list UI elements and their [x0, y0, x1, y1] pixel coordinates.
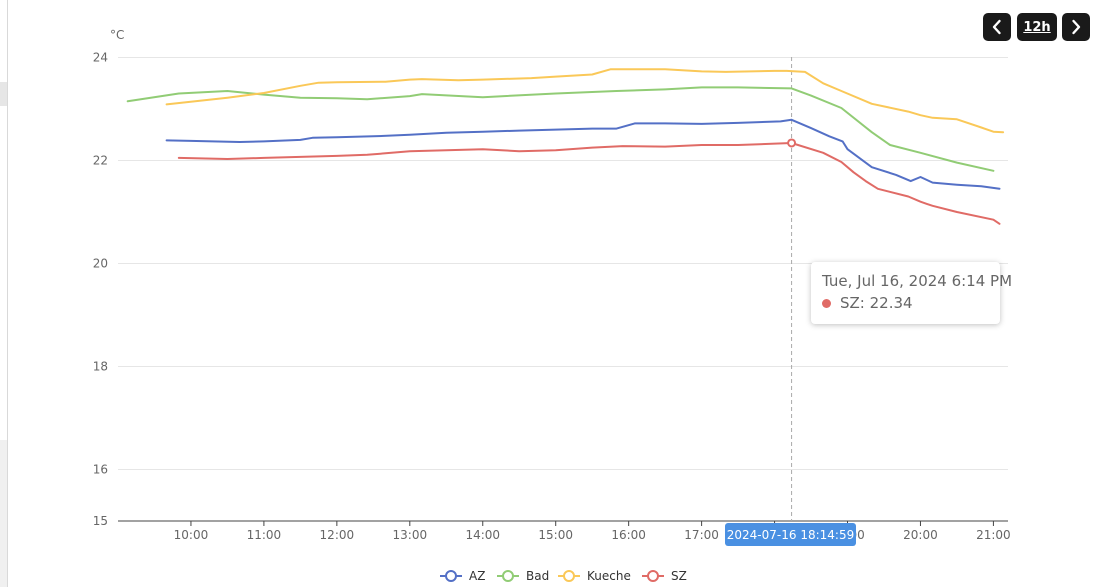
x-tick-label: 14:00	[465, 528, 500, 542]
tooltip-title: Tue, Jul 16, 2024 6:14 PM	[822, 272, 1013, 290]
y-tick-label: 20	[93, 257, 108, 271]
y-tick-label: 22	[93, 154, 108, 168]
x-tick-label: 17:00	[684, 528, 719, 542]
series-line-sz[interactable]	[177, 142, 1001, 225]
legend-symbol-marker[interactable]	[502, 570, 514, 582]
side-panel-edge	[0, 0, 8, 82]
chevron-right-icon	[1072, 19, 1081, 35]
x-tick-label: 20:00	[903, 528, 938, 542]
side-panel-edge	[0, 106, 8, 440]
x-tick-label: 21:00	[976, 528, 1011, 542]
x-tick-label: 16:00	[611, 528, 646, 542]
tooltip-value: SZ: 22.34	[840, 294, 913, 312]
legend-symbol-marker[interactable]	[647, 570, 659, 582]
tooltip-series-dot	[822, 298, 831, 308]
chart-tooltip: Tue, Jul 16, 2024 6:14 PM SZ: 22.34	[811, 262, 1013, 324]
previous-range-button[interactable]	[983, 13, 1011, 41]
legend-label-az[interactable]: AZ	[469, 569, 485, 583]
legend-label-sz[interactable]: SZ	[671, 569, 687, 583]
x-tick-label: 15:00	[538, 528, 573, 542]
x-tick-label: 12:00	[320, 528, 355, 542]
legend-symbol-marker[interactable]	[563, 570, 575, 582]
series-line-kueche[interactable]	[165, 68, 1005, 134]
side-panel-edge-highlight	[0, 82, 8, 106]
y-tick-label: 16	[93, 463, 108, 477]
series-line-bad[interactable]	[126, 86, 995, 172]
y-tick-label: 24	[93, 51, 108, 65]
chevron-left-icon	[992, 19, 1001, 35]
y-tick-label: 18	[93, 360, 108, 374]
tooltip-row: SZ: 22.34	[822, 294, 989, 312]
side-panel-edge-lower	[0, 440, 8, 587]
next-range-button[interactable]	[1062, 13, 1090, 41]
x-tick-label: 10:00	[174, 528, 209, 542]
x-tick-label: 13:00	[393, 528, 428, 542]
range-selector-button[interactable]: 12h	[1017, 13, 1057, 41]
x-tick-label: 11:00	[247, 528, 282, 542]
highlighted-data-point[interactable]	[787, 138, 797, 148]
legend-label-kueche[interactable]: Kueche	[587, 569, 631, 583]
legend-symbol-marker[interactable]	[445, 570, 457, 582]
y-tick-label: 15	[93, 514, 108, 528]
axis-pointer-label: 2024-07-16 18:14:59	[725, 523, 856, 546]
legend-label-bad[interactable]: Bad	[526, 569, 549, 583]
series-line-az[interactable]	[165, 118, 1001, 190]
y-axis-unit-label: °C	[110, 28, 124, 42]
